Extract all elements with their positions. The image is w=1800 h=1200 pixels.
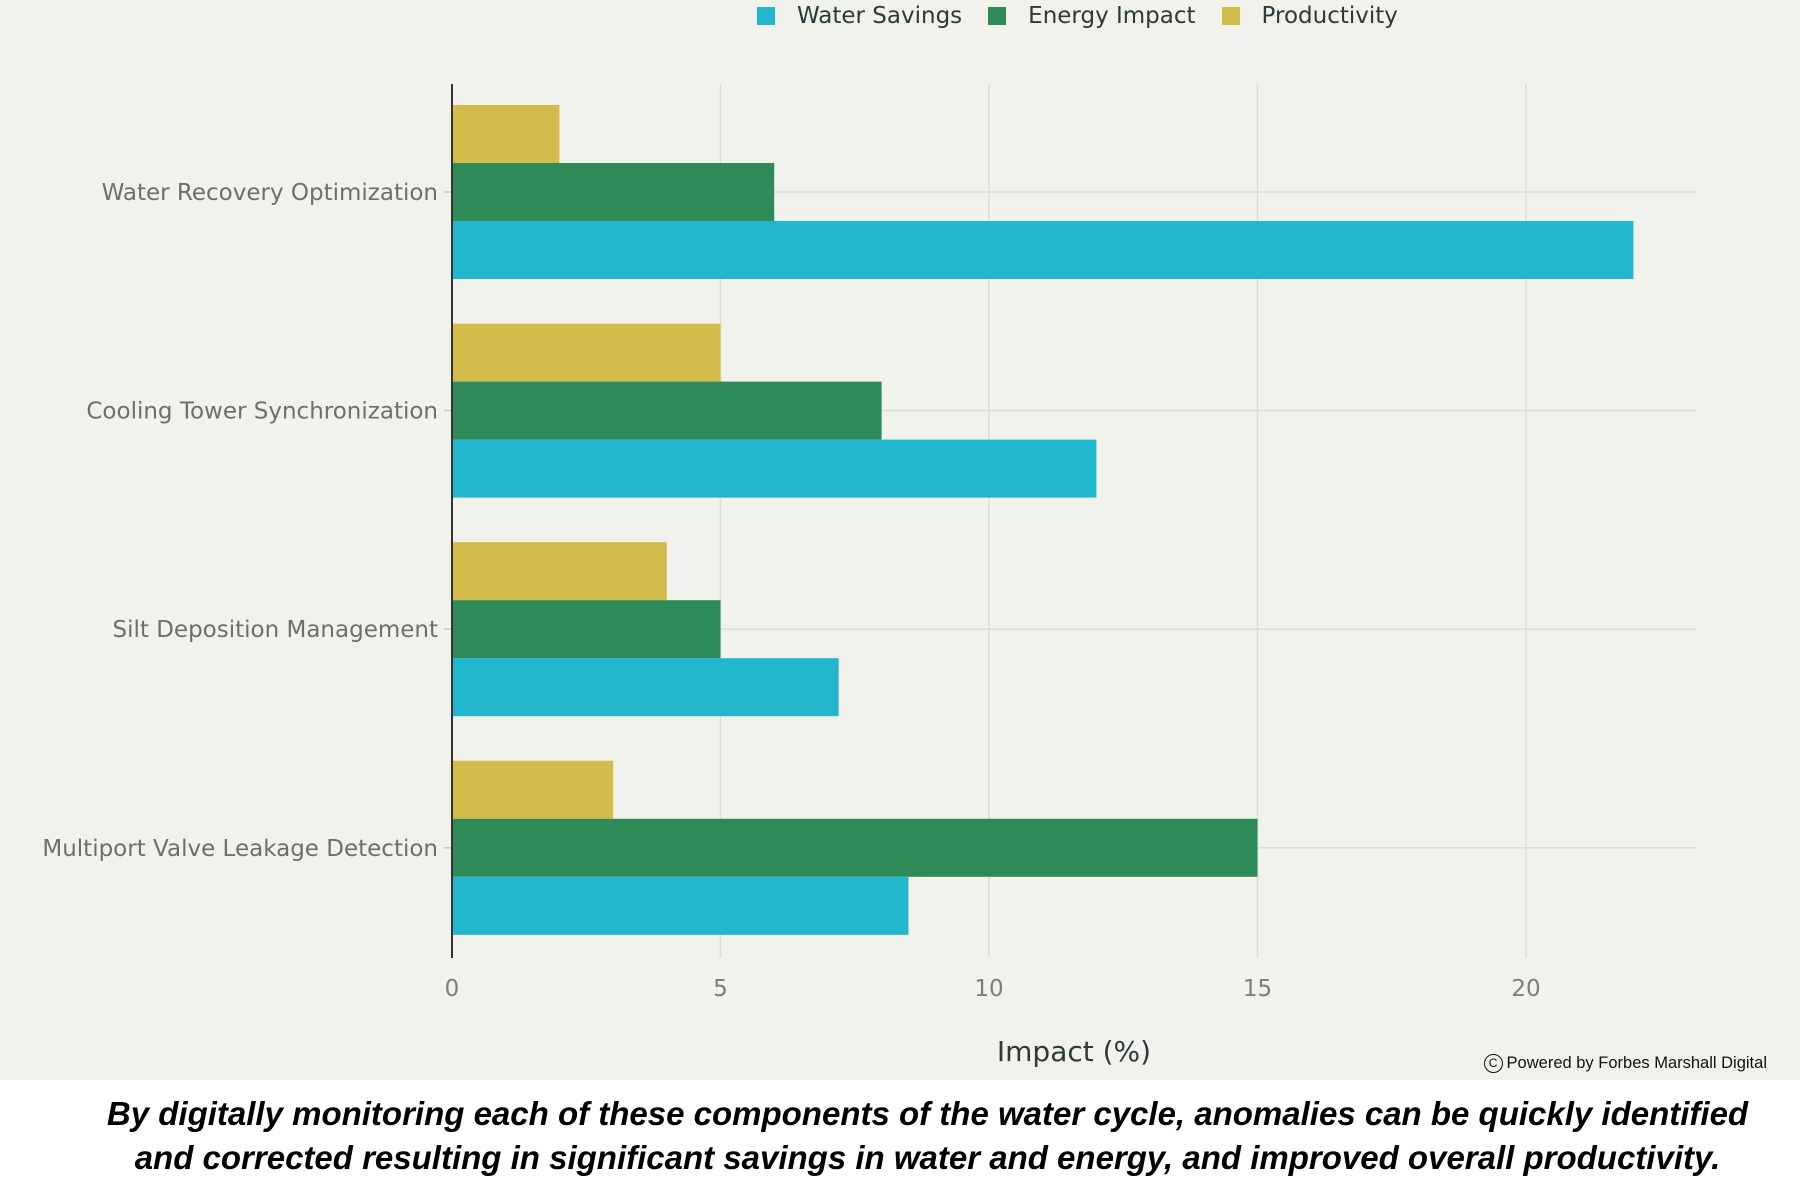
legend-label: Energy Impact	[1028, 3, 1196, 29]
category-label: Multiport Valve Leakage Detection	[42, 836, 438, 862]
copyright-icon: C	[1483, 1054, 1503, 1073]
labels: 0 5 10 15 20 Water Recovery Optimization Cooli…	[42, 180, 1540, 1068]
legend: Water Savings Energy Impact Productivity	[757, 0, 1424, 32]
watermark-text: Powered by Forbes Marshall Digital	[1506, 1054, 1767, 1072]
legend-marker-productivity	[1221, 7, 1240, 25]
legend-item-productivity[interactable]: Productivity	[1221, 3, 1398, 29]
bar-productivity	[452, 323, 721, 382]
bar-productivity	[452, 105, 560, 163]
x-tick-label: 5	[713, 976, 728, 1002]
bar-chart: 0 5 10 15 20 Water Recovery Optimization Cooli…	[42, 84, 1696, 1068]
bar-energy-impact	[452, 818, 1258, 877]
legend-label: Productivity	[1261, 3, 1398, 29]
category-label: Silt Deposition Management	[113, 617, 439, 643]
legend-item-energy-impact[interactable]: Energy Impact	[988, 3, 1196, 29]
caption-line-1: By digitally monitoring each of these co…	[106, 1095, 1749, 1132]
bar-productivity	[452, 760, 614, 819]
bar-energy-impact	[452, 163, 775, 221]
legend-label: Water Savings	[797, 3, 963, 29]
bar-productivity	[452, 542, 667, 601]
x-tick-label: 20	[1511, 976, 1540, 1002]
caption-line-2: and corrected resulting in significant s…	[134, 1139, 1721, 1176]
axes	[444, 84, 453, 958]
legend-marker-energy-impact	[988, 7, 1007, 25]
x-axis-title: Impact (%)	[997, 1035, 1151, 1068]
bar-energy-impact	[452, 381, 882, 440]
bar-water-savings	[452, 658, 839, 717]
bar-energy-impact	[452, 600, 721, 659]
x-tick-label: 10	[974, 976, 1003, 1002]
legend-item-water-savings[interactable]: Water Savings	[757, 3, 962, 29]
bar-water-savings	[452, 221, 1634, 279]
category-label: Water Recovery Optimization	[102, 180, 438, 206]
category-label: Cooling Tower Synchronization	[86, 399, 438, 425]
bar-water-savings	[452, 439, 1097, 498]
watermark: C Powered by Forbes Marshall Digital	[1483, 1054, 1767, 1073]
bars	[452, 105, 1634, 935]
legend-marker-water-savings	[757, 7, 775, 25]
x-tick-label: 0	[445, 976, 460, 1002]
caption: By digitally monitoring each of these co…	[0, 1092, 1800, 1180]
chart-area: 0 5 10 15 20 Water Recovery Optimization Cooli…	[0, 0, 1800, 1080]
x-tick-label: 15	[1243, 976, 1272, 1002]
bar-water-savings	[452, 876, 909, 935]
